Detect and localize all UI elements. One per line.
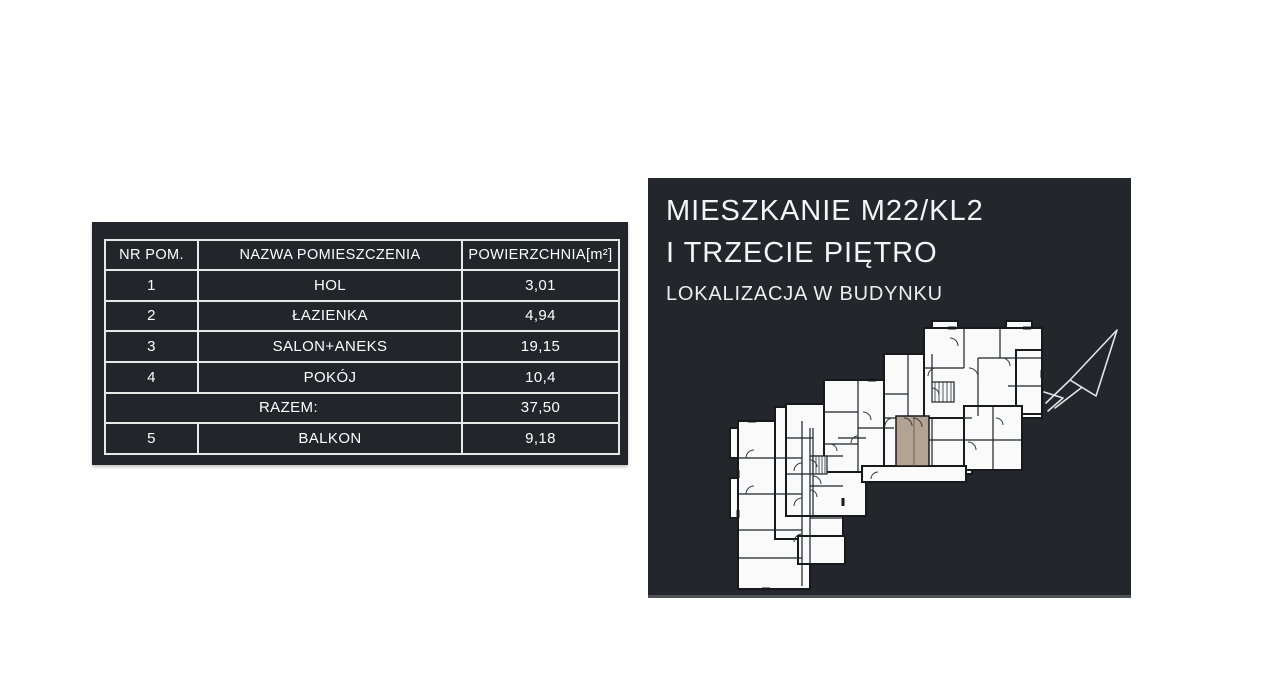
stairwell bbox=[812, 381, 955, 475]
table-row: 5 BALKON 9,18 bbox=[104, 422, 620, 455]
room-area: 3,01 bbox=[461, 269, 620, 302]
north-arrow-icon bbox=[1043, 329, 1118, 412]
room-nr: 1 bbox=[104, 269, 199, 302]
apartment-title-line2: I TRZECIE PIĘTRO bbox=[666, 237, 938, 269]
room-area: 9,18 bbox=[461, 422, 620, 455]
total-label: RAZEM: bbox=[104, 391, 463, 425]
floorplan-svg bbox=[729, 320, 1118, 591]
table-header-row: NR POM. NAZWA POMIESZCZENIA POWIERZCHNIA… bbox=[104, 239, 620, 271]
table-row: 1 HOL 3,01 bbox=[104, 269, 620, 302]
highlighted-unit-fill bbox=[895, 415, 930, 467]
room-table: NR POM. NAZWA POMIESZCZENIA POWIERZCHNIA… bbox=[104, 239, 620, 455]
room-nr: 2 bbox=[104, 299, 199, 333]
room-name: POKÓJ bbox=[197, 360, 463, 394]
table-row: 3 SALON+ANEKS 19,15 bbox=[104, 330, 620, 363]
room-name: HOL bbox=[197, 269, 463, 302]
building-floorplan bbox=[718, 308, 1132, 598]
room-area-table-card: NR POM. NAZWA POMIESZCZENIA POWIERZCHNIA… bbox=[92, 222, 628, 465]
room-area: 4,94 bbox=[461, 299, 620, 333]
room-area: 19,15 bbox=[461, 330, 620, 363]
panel-header: MIESZKANIE M22/KL2 I TRZECIE PIĘTRO LOKA… bbox=[666, 190, 984, 306]
room-nr: 3 bbox=[104, 330, 199, 363]
col-header-nr: NR POM. bbox=[104, 239, 199, 271]
panel-subtitle: LOKALIZACJA W BUDYNKU bbox=[666, 283, 943, 305]
highlighted-unit bbox=[895, 415, 930, 467]
table-row: 4 POKÓJ 10,4 bbox=[104, 360, 620, 394]
apartment-title-line1: MIESZKANIE M22/KL2 bbox=[666, 195, 984, 227]
room-nr: 5 bbox=[104, 422, 199, 455]
interior-walls bbox=[738, 328, 1042, 586]
room-name: BALKON bbox=[197, 422, 463, 455]
total-row: RAZEM: 37,50 bbox=[104, 391, 620, 425]
col-header-area: POWIERZCHNIA[m²] bbox=[461, 239, 620, 271]
col-header-name: NAZWA POMIESZCZENIA bbox=[197, 239, 463, 271]
total-area: 37,50 bbox=[461, 391, 620, 425]
door-arcs bbox=[745, 337, 1011, 543]
room-area: 10,4 bbox=[461, 360, 620, 394]
window-ticks bbox=[736, 326, 1044, 591]
room-name: SALON+ANEKS bbox=[197, 330, 463, 363]
building-blocks bbox=[729, 320, 1043, 590]
table-row: 2 ŁAZIENKA 4,94 bbox=[104, 299, 620, 333]
room-nr: 4 bbox=[104, 360, 199, 394]
location-panel: MIESZKANIE M22/KL2 I TRZECIE PIĘTRO LOKA… bbox=[648, 178, 1131, 598]
room-name: ŁAZIENKA bbox=[197, 299, 463, 333]
